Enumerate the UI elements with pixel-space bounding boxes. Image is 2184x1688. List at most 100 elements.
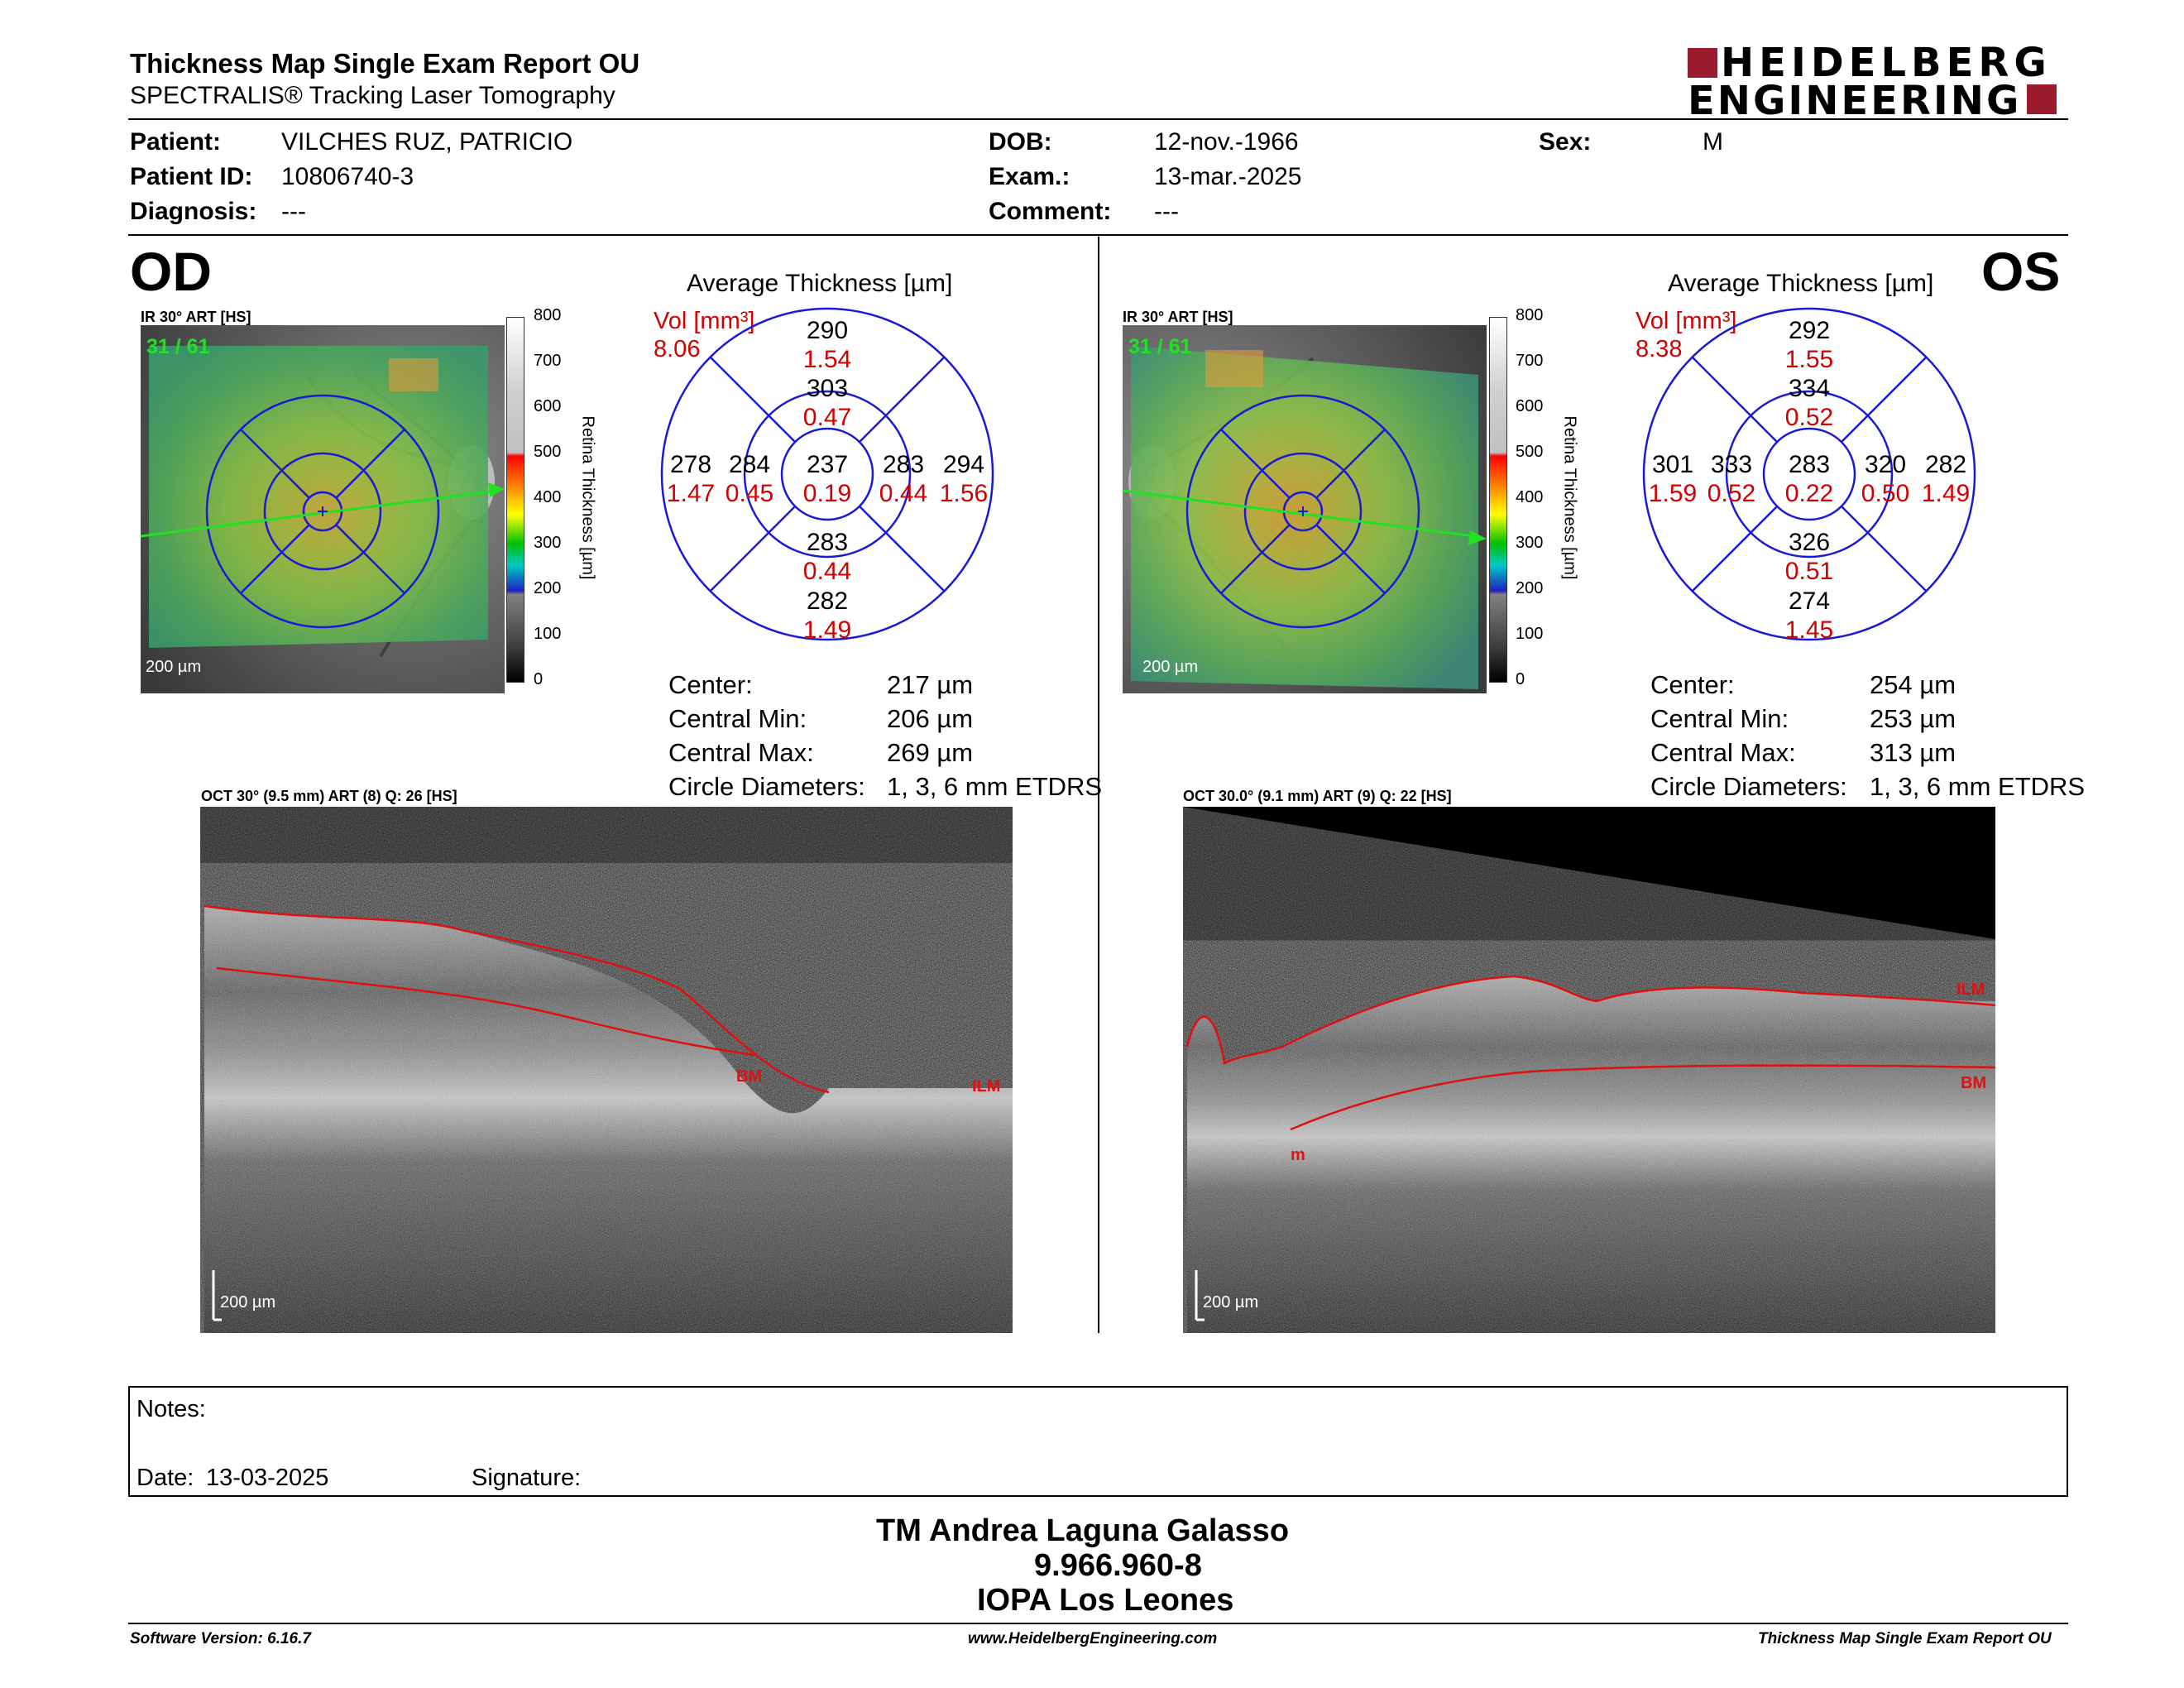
exam-value: 13-mar.-2025	[1154, 163, 1302, 190]
od-inner-temp-volume: 0.45	[726, 480, 774, 507]
od-outer-sup-volume: 1.54	[803, 346, 851, 373]
website-link[interactable]: www.HeidelbergEngineering.com	[968, 1630, 1218, 1647]
os-bm-label: BM	[1961, 1074, 1986, 1092]
od-stat-center-value: 217 µm	[887, 670, 974, 699]
os-outer-nasal-thickness: 301	[1652, 451, 1693, 478]
od-oct-caption: OCT 30° (9.5 mm) ART (8) Q: 26 [HS]	[201, 788, 457, 804]
diagnosis-value: ---	[281, 198, 306, 225]
od-inner-sup-volume: 0.47	[803, 404, 851, 431]
sex-value: M	[1703, 128, 1723, 156]
footer-divider	[128, 1623, 2068, 1624]
os-tick-300: 300	[1516, 534, 1544, 552]
os-inner-temp-volume: 0.50	[1861, 480, 1909, 507]
od-stat-max-label: Central Max:	[668, 738, 814, 767]
signer-id: 9.966.960-8	[1034, 1548, 1202, 1583]
os-stat-diam-label: Circle Diameters:	[1650, 772, 1847, 801]
od-ir-scale-bar: 200 µm	[146, 658, 202, 676]
diagnosis-label: Diagnosis:	[130, 198, 257, 225]
os-tick-600: 600	[1516, 397, 1544, 415]
signer-org: IOPA Los Leones	[977, 1583, 1234, 1618]
os-inner-sup-volume: 0.52	[1785, 404, 1833, 431]
od-tick-400: 400	[534, 488, 562, 506]
od-vol-label: Vol [mm³]	[654, 308, 755, 334]
od-outer-nasal-thickness: 294	[943, 451, 984, 478]
od-etdrs-grid: 290 1.54 303 0.47 237 0.19 278 1.47 284 …	[660, 307, 994, 644]
os-ir-scale-bar: 200 µm	[1142, 658, 1199, 676]
signature-label: Signature:	[472, 1465, 582, 1491]
od-stat-diam-label: Circle Diameters:	[668, 772, 865, 801]
os-stat-min-value: 253 µm	[1870, 704, 1956, 733]
od-eye-label: OD	[130, 241, 212, 302]
os-stat-center-label: Center:	[1650, 670, 1735, 699]
od-stat-min-value: 206 µm	[887, 704, 974, 733]
od-center-volume: 0.19	[803, 480, 851, 507]
od-fundus-image: 31 / 61 200 µm	[141, 325, 505, 693]
os-colorbar	[1489, 317, 1507, 683]
date-value[interactable]: 13-03-2025	[206, 1465, 329, 1491]
comment-label: Comment:	[989, 198, 1112, 225]
os-tick-400: 400	[1516, 488, 1544, 506]
patient-id-value: 10806740-3	[281, 163, 414, 190]
logo-line2: ENGINEERING	[1688, 78, 2022, 124]
od-inner-nasal-volume: 0.44	[879, 480, 927, 507]
os-inner-sup-thickness: 334	[1789, 375, 1830, 402]
notes-box: Notes: Date: 13-03-2025 Signature:	[128, 1386, 2068, 1497]
od-oct-scale-bar: 200 µm	[220, 1293, 276, 1312]
od-colorbar-label: Retina Thickness [µm]	[578, 415, 597, 580]
os-stat-max-label: Central Max:	[1650, 738, 1796, 767]
os-ilm-label: ILM	[1956, 981, 1985, 999]
comment-value: ---	[1154, 198, 1179, 225]
os-stat-min-label: Central Min:	[1650, 704, 1789, 733]
logo-square-bottom-icon	[2027, 84, 2057, 114]
od-outer-temp-volume: 1.47	[667, 480, 715, 507]
os-oct-scale-bar: 200 µm	[1203, 1293, 1259, 1312]
od-avg-title: Average Thickness [µm]	[687, 270, 953, 297]
os-inner-temp-thickness: 320	[1865, 451, 1906, 478]
os-outer-temp-volume: 1.49	[1922, 480, 1970, 507]
os-stat-diam-value: 1, 3, 6 mm ETDRS	[1870, 772, 2086, 801]
od-stat-max-value: 269 µm	[887, 738, 974, 767]
os-stat-center-value: 254 µm	[1870, 670, 1956, 699]
od-tick-800: 800	[534, 306, 562, 324]
os-fundus-image: 31 / 61 200 µm	[1123, 325, 1487, 693]
os-oct-bscan: ILM BM m 200 µm	[1183, 807, 1995, 1333]
os-inner-nasal-thickness: 333	[1711, 451, 1752, 478]
od-tick-0: 0	[534, 670, 544, 688]
footer-report-name: Thickness Map Single Exam Report OU	[1758, 1630, 2052, 1647]
os-vol-label: Vol [mm³]	[1636, 308, 1737, 334]
od-outer-sup-thickness: 290	[807, 317, 848, 344]
od-inner-inf-volume: 0.44	[803, 558, 851, 585]
od-inner-sup-thickness: 303	[807, 375, 848, 402]
os-eye-label: OS	[1981, 241, 2061, 302]
os-tick-200: 200	[1516, 579, 1544, 597]
od-tick-200: 200	[534, 579, 562, 597]
od-colorbar-ticks: 800 700 600 500 400 300 200 100 0	[534, 306, 567, 695]
od-tick-500: 500	[534, 443, 562, 461]
date-label: Date:	[136, 1465, 194, 1491]
os-etdrs-grid: 292 1.55 334 0.52 283 0.22 301 1.59 333 …	[1642, 307, 1976, 644]
od-ilm-label: ILM	[972, 1077, 1000, 1096]
os-center-thickness: 283	[1789, 451, 1830, 478]
os-frame-counter: 31 / 61	[1128, 335, 1192, 358]
heidelberg-logo: HEIDELBERG ENGINEERING	[1688, 40, 2068, 124]
os-tick-700: 700	[1516, 352, 1544, 370]
sex-label: Sex:	[1539, 128, 1592, 156]
od-outer-inf-volume: 1.49	[803, 616, 851, 644]
os-colorbar-label: Retina Thickness [µm]	[1560, 415, 1579, 580]
exam-label: Exam.:	[989, 163, 1070, 190]
os-outer-inf-volume: 1.45	[1785, 616, 1833, 644]
dob-value: 12-nov.-1966	[1154, 128, 1299, 156]
od-inner-temp-thickness: 284	[729, 451, 770, 478]
patient-label: Patient:	[130, 128, 222, 156]
od-inner-nasal-thickness: 283	[883, 451, 924, 478]
os-outer-sup-thickness: 292	[1789, 317, 1830, 344]
od-stat-min-label: Central Min:	[668, 704, 807, 733]
od-stat-diam-value: 1, 3, 6 mm ETDRS	[887, 772, 1103, 801]
header-divider	[128, 118, 2068, 120]
report-subtitle: SPECTRALIS® Tracking Laser Tomography	[130, 82, 615, 109]
od-tick-100: 100	[534, 625, 562, 643]
os-outer-sup-volume: 1.55	[1785, 346, 1833, 373]
od-colorbar	[506, 317, 524, 683]
od-outer-temp-thickness: 278	[670, 451, 711, 478]
os-outer-inf-thickness: 274	[1789, 587, 1830, 615]
